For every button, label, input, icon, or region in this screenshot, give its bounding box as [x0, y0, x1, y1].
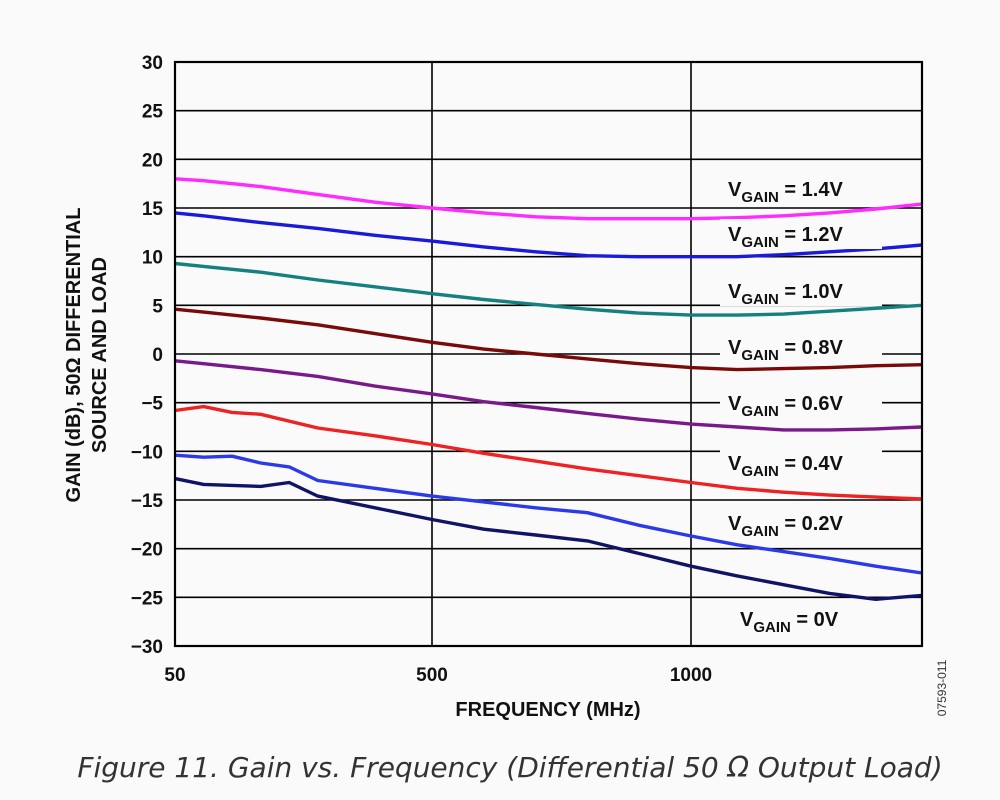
series-label: VGAIN = 0.4V	[728, 453, 843, 480]
figure-caption: Figure 11. Gain vs. Frequency (Different…	[77, 751, 942, 784]
y-tick-label: 30	[142, 53, 163, 74]
series-label: VGAIN = 1.4V	[728, 179, 843, 206]
y-tick-label: 15	[142, 199, 164, 220]
series-label-background	[720, 332, 882, 362]
series-label: VGAIN = 1.2V	[728, 224, 843, 251]
series-line	[174, 261, 923, 317]
series-label-background	[720, 276, 882, 306]
x-tick-label: 50	[164, 665, 185, 686]
plot-frame	[173, 60, 924, 648]
x-tick-label: 1000	[670, 665, 712, 686]
series-label-background	[732, 604, 894, 634]
y-tick-label: −25	[131, 588, 164, 609]
x-axis-title: FREQUENCY (MHz)	[455, 699, 640, 721]
series-line	[174, 211, 923, 259]
y-tick-label: 25	[142, 102, 164, 123]
series-line	[174, 404, 923, 501]
document-id: 07593-011	[935, 659, 949, 716]
y-axis-title-line-2: SOURCE AND LOAD	[89, 257, 111, 453]
grid-lines	[175, 61, 922, 647]
series-line	[174, 359, 923, 432]
y-tick-label: −15	[131, 491, 164, 512]
series-label: VGAIN = 0.8V	[728, 337, 843, 364]
series-label-background	[720, 174, 882, 204]
series-label-background	[720, 388, 882, 418]
series-label-background	[720, 219, 882, 249]
series-labels: VGAIN = 1.4V VGAIN = 1.2V VGAIN = 1.0V VGAI…	[720, 174, 894, 636]
series-label-background	[720, 448, 882, 478]
y-axis-title-line-1: GAIN (dB), 50Ω DIFFERENTIAL	[63, 208, 85, 503]
series-label-background	[720, 508, 882, 538]
y-tick-label: −5	[141, 394, 163, 415]
series-line	[174, 453, 923, 575]
series-label: VGAIN = 0V	[740, 609, 839, 636]
series-label: VGAIN = 0.2V	[728, 513, 843, 540]
series-line	[174, 177, 923, 221]
series-label: VGAIN = 1.0V	[728, 281, 843, 308]
series-line	[174, 476, 923, 601]
y-tick-label: −30	[131, 637, 163, 658]
series-label: VGAIN = 0.6V	[728, 393, 843, 420]
y-tick-label: 10	[142, 248, 163, 269]
y-tick-label: −20	[131, 540, 163, 561]
y-tick-label: 0	[152, 345, 163, 366]
y-axis-title: GAIN (dB), 50Ω DIFFERENTIAL SOURCE AND L…	[63, 208, 111, 503]
series-lines	[174, 177, 923, 601]
series-line	[174, 307, 923, 372]
y-tick-label: 5	[152, 296, 163, 317]
y-tick-label: −10	[131, 442, 163, 463]
x-tick-label: 500	[416, 665, 448, 686]
y-tick-label: 20	[142, 150, 163, 171]
